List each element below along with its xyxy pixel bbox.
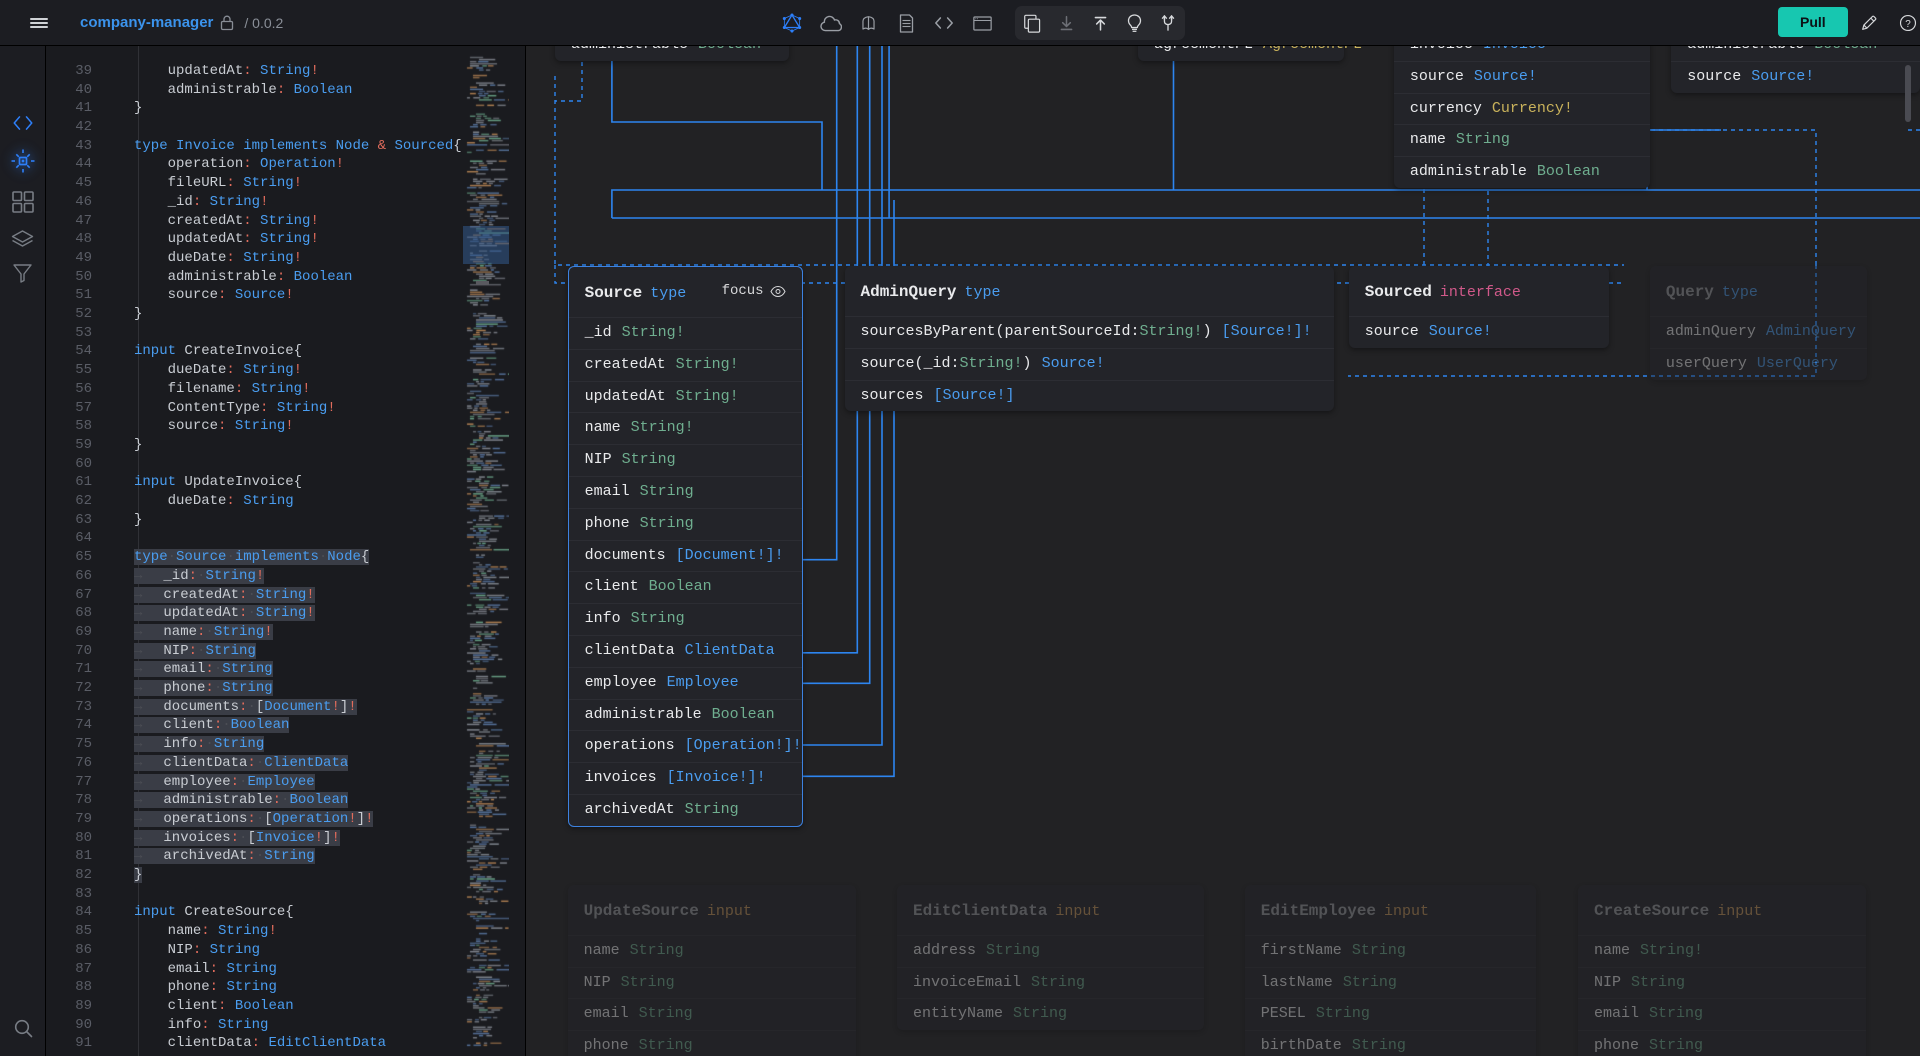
svg-text:?: ? <box>1905 19 1911 30</box>
